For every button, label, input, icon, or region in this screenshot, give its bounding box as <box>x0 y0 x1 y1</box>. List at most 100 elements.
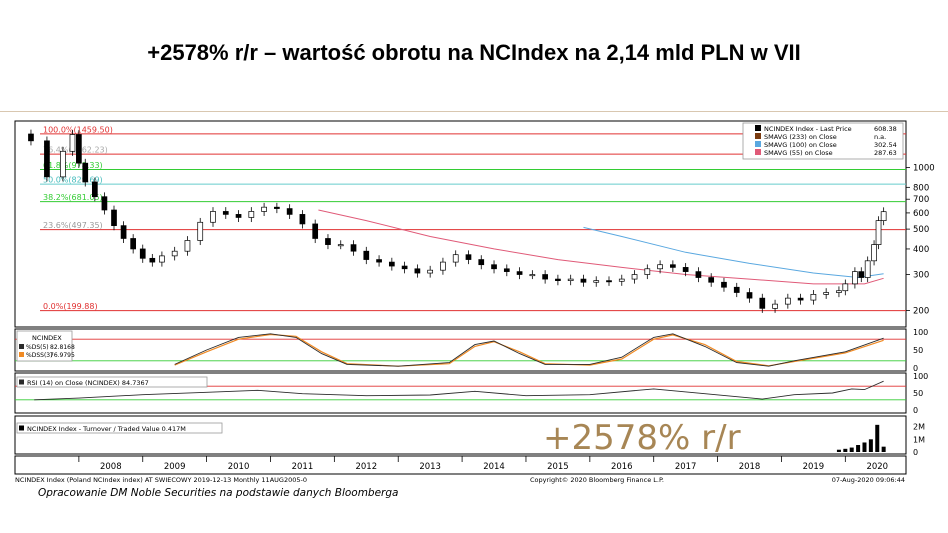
candle-body <box>746 292 753 299</box>
candle-body <box>606 280 612 283</box>
volume-axis: 0 1M 2M <box>913 423 925 457</box>
stoch-legend-value: 76.9795 <box>50 352 75 359</box>
fib-label-50: 50.0%(829.69) <box>43 176 103 185</box>
price-tick-label: 400 <box>913 245 929 255</box>
x-tick-label: 2011 <box>292 462 314 472</box>
rsi-swatch <box>19 379 24 385</box>
candle-body <box>682 267 689 272</box>
candle-body <box>580 278 587 283</box>
volume-swatch <box>19 425 24 431</box>
legend-label: NCINDEX Index - Last Price <box>764 125 852 133</box>
candle-body <box>82 162 89 183</box>
candle-body <box>210 211 216 223</box>
volume-bar <box>868 439 873 452</box>
candle-body <box>401 265 408 270</box>
candle-body <box>414 268 421 274</box>
volume-bar <box>836 449 841 452</box>
rsi-lines <box>34 380 884 401</box>
stoch-legend-label: %DS(5) <box>26 344 49 351</box>
candle-body <box>440 261 446 271</box>
candle-body <box>644 268 651 275</box>
candle-body <box>139 248 146 259</box>
legend-label: SMAVG (100) on Close <box>764 141 837 149</box>
price-legend: NCINDEX Index - Last Price 608.38 SMAVG … <box>742 122 904 160</box>
volume-tick-label: 1M <box>913 435 925 444</box>
legend-value: 302.54 <box>874 141 897 149</box>
candle-body <box>299 214 306 225</box>
fib-label-0: 0.0%(199.88) <box>43 302 98 311</box>
candle-body <box>657 264 663 270</box>
price-tick-label: 1000 <box>913 164 935 174</box>
footer-right: 07-Aug-2020 09:06:44 <box>832 476 905 484</box>
stoch-tick-label: 100 <box>913 328 928 337</box>
x-tick-label: 2018 <box>739 462 761 472</box>
volume-big-label: +2578% r/r <box>543 418 741 458</box>
stoch-legend-value: 82.8168 <box>50 344 75 351</box>
candle-body <box>337 244 344 247</box>
candle-body <box>197 221 204 241</box>
candle-body <box>733 286 740 293</box>
price-tick-label: 700 <box>913 195 929 205</box>
legend-value: n.a. <box>874 133 886 141</box>
x-axis: 2008 2009 2010 2011 2012 2013 2014 2015 … <box>14 455 907 475</box>
volume-tick-label: 2M <box>913 423 925 432</box>
fib-label-76: 76.4%(1162.23) <box>43 146 108 155</box>
candle-body <box>286 208 293 215</box>
candle-body <box>871 244 877 262</box>
sma100-line <box>583 226 884 279</box>
legend-label: SMAVG (55) on Close <box>764 149 833 157</box>
candle-body <box>388 261 395 267</box>
x-tick-label: 2017 <box>675 462 697 472</box>
candle-body <box>567 278 574 281</box>
candle-body <box>542 274 548 280</box>
stoch-legend-label: %DSS(3) <box>26 352 52 359</box>
candle-body <box>28 133 34 142</box>
source-caption: Opracowanie DM Noble Securities na podst… <box>38 487 399 499</box>
candle-body <box>759 297 766 309</box>
stoch-axis: 0 50 100 <box>913 328 928 373</box>
candle-body <box>618 278 625 282</box>
candle-body <box>312 223 319 239</box>
candle-body <box>376 259 382 263</box>
rsi-axis: 0 50 100 <box>913 372 928 415</box>
candle-body <box>91 181 98 198</box>
candle-body <box>171 250 178 257</box>
volume-bars <box>836 424 886 452</box>
candle-body <box>184 240 191 252</box>
candle-body <box>880 211 887 221</box>
candle-body <box>503 268 510 272</box>
legend-swatch-sma55 <box>755 149 761 155</box>
x-tick-label: 2012 <box>355 462 377 472</box>
candle-body <box>235 214 242 218</box>
volume-panel-frame <box>14 415 907 455</box>
candle-body <box>76 134 82 164</box>
price-tick-label: 200 <box>913 307 929 317</box>
sma-lines <box>318 209 884 285</box>
legend-value: 608.38 <box>874 125 897 133</box>
rsi-legend-label: RSI (14) on Close (NCINDEX) 84.7367 <box>27 379 149 387</box>
candle-body <box>555 278 561 281</box>
stoch-lines <box>174 333 884 367</box>
footer-center: Copyright© 2020 Bloomberg Finance L.P. <box>530 476 664 484</box>
stoch-swatch-d <box>19 352 24 357</box>
candle-body <box>810 294 817 301</box>
candle-body <box>44 140 50 178</box>
price-tick-label: 500 <box>913 225 929 235</box>
candle-body <box>261 206 267 212</box>
price-axis: 200 300 400 500 600 700 800 1000 <box>906 164 935 317</box>
stoch-tick-label: 0 <box>913 364 918 373</box>
volume-legend-box <box>16 422 223 434</box>
candle-body <box>631 274 638 280</box>
x-tick-label: 2019 <box>803 462 825 472</box>
candle-body <box>695 271 702 278</box>
candle-body <box>516 271 523 275</box>
candle-body <box>670 264 676 268</box>
candle-body <box>248 211 255 218</box>
volume-bar <box>862 442 867 452</box>
legend-label: SMAVG (233) on Close <box>764 133 837 141</box>
price-tick-label: 300 <box>913 271 929 281</box>
candle-body <box>721 281 727 288</box>
candle-body <box>858 271 865 278</box>
x-tick-label: 2009 <box>164 462 186 472</box>
